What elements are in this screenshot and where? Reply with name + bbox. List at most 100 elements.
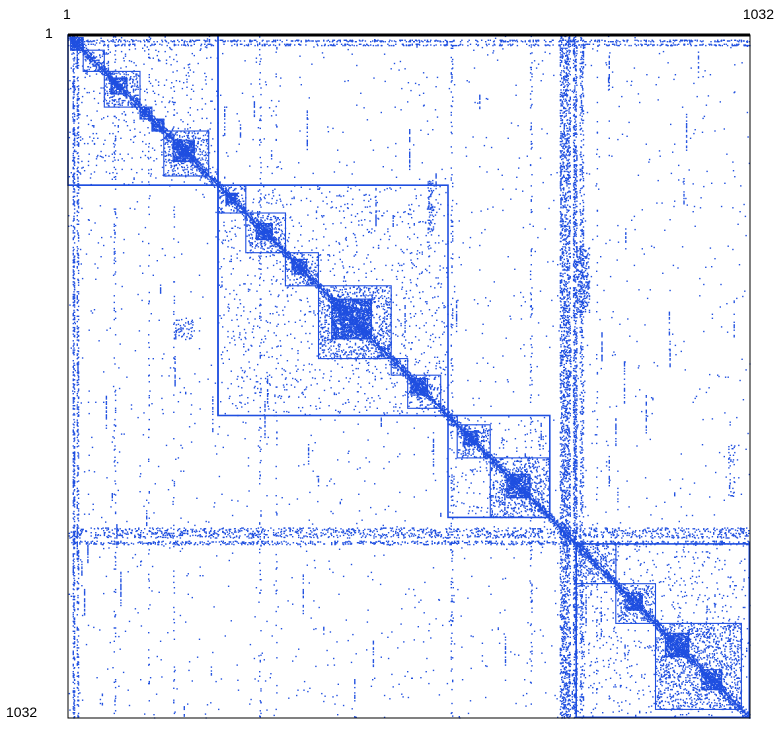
- nonzero-mark: [81, 138, 84, 140]
- nonzero-mark: [220, 189, 223, 191]
- nonzero-mark: [170, 137, 172, 139]
- nonzero-mark: [168, 101, 170, 104]
- nonzero-mark: [153, 149, 156, 151]
- nonzero-mark: [130, 60, 133, 63]
- nonzero-mark: [598, 569, 601, 571]
- nonzero-mark: [134, 128, 136, 130]
- nonzero-mark: [227, 310, 230, 312]
- nonzero-mark: [130, 138, 132, 141]
- nonzero-mark: [230, 383, 232, 385]
- nonzero-mark: [403, 211, 405, 214]
- nonzero-mark: [352, 198, 354, 200]
- nonzero-mark: [164, 150, 166, 153]
- nonzero-mark: [183, 181, 185, 183]
- nonzero-mark: [157, 84, 160, 86]
- nonzero-mark: [319, 187, 321, 189]
- nonzero-mark: [99, 92, 101, 94]
- nonzero-mark: [327, 334, 330, 337]
- nonzero-mark: [283, 256, 285, 258]
- nonzero-mark: [149, 119, 152, 122]
- nonzero-mark: [123, 183, 125, 185]
- nonzero-mark: [135, 102, 137, 104]
- nonzero-mark: [234, 204, 236, 206]
- nonzero-mark: [181, 174, 183, 176]
- nonzero-mark: [654, 616, 656, 619]
- nonzero-mark: [165, 59, 168, 61]
- nonzero-mark: [243, 306, 245, 308]
- nonzero-mark: [742, 715, 744, 717]
- nonzero-mark: [320, 292, 322, 294]
- nonzero-mark: [195, 144, 197, 147]
- nonzero-mark: [432, 333, 434, 335]
- nonzero-mark: [600, 565, 602, 568]
- nonzero-mark: [490, 453, 493, 456]
- nonzero-mark: [101, 118, 103, 120]
- nonzero-mark: [411, 203, 413, 206]
- nonzero-mark: [532, 497, 534, 499]
- nonzero-mark: [325, 321, 328, 323]
- nonzero-mark: [93, 65, 96, 67]
- nonzero-mark: [221, 285, 223, 288]
- nonzero-mark: [551, 513, 553, 515]
- nonzero-mark: [155, 79, 157, 81]
- nonzero-mark: [505, 468, 507, 470]
- nonzero-mark: [230, 186, 232, 188]
- nonzero-mark: [192, 120, 195, 122]
- nonzero-mark: [366, 339, 369, 341]
- nonzero-mark: [485, 457, 487, 460]
- nonzero-mark: [737, 710, 739, 712]
- nonzero-mark: [337, 363, 339, 365]
- nonzero-mark: [315, 287, 318, 289]
- nonzero-mark: [444, 401, 446, 403]
- nonzero-mark: [138, 110, 141, 112]
- nonzero-mark: [232, 330, 234, 333]
- nonzero-mark: [315, 211, 318, 214]
- nonzero-mark: [570, 534, 573, 537]
- nonzero-mark: [547, 510, 550, 513]
- nonzero-mark: [89, 58, 92, 60]
- nonzero-mark: [655, 620, 657, 623]
- nonzero-mark: [69, 80, 71, 82]
- nonzero-mark: [83, 52, 85, 55]
- nonzero-mark: [141, 181, 143, 183]
- nonzero-mark: [247, 348, 250, 351]
- nonzero-mark: [98, 48, 100, 51]
- nonzero-mark: [420, 272, 423, 274]
- nonzero-mark: [389, 401, 391, 403]
- nonzero-mark: [149, 120, 151, 122]
- nonzero-mark: [405, 290, 408, 292]
- nonzero-mark: [433, 402, 435, 404]
- nonzero-mark: [130, 168, 133, 171]
- nonzero-mark: [212, 179, 215, 182]
- nonzero-mark: [414, 188, 416, 190]
- nonzero-mark: [413, 224, 415, 226]
- nonzero-mark: [133, 70, 135, 72]
- nonzero-mark: [275, 239, 277, 241]
- nonzero-mark: [372, 341, 375, 343]
- nonzero-mark: [736, 706, 739, 708]
- nonzero-mark: [532, 502, 534, 505]
- nonzero-mark: [268, 202, 270, 204]
- nonzero-mark: [409, 313, 412, 315]
- nonzero-mark: [418, 386, 421, 388]
- nonzero-mark: [169, 141, 172, 143]
- nonzero-mark: [124, 55, 127, 57]
- nonzero-mark: [372, 294, 374, 296]
- nonzero-mark: [86, 71, 88, 73]
- nonzero-mark: [399, 412, 401, 415]
- nonzero-mark: [434, 411, 436, 413]
- nonzero-mark: [490, 457, 492, 460]
- nonzero-mark: [138, 103, 140, 105]
- nonzero-mark: [690, 663, 692, 665]
- nonzero-mark: [105, 171, 108, 173]
- nonzero-mark: [266, 321, 269, 323]
- nonzero-mark: [459, 422, 462, 424]
- nonzero-mark: [140, 156, 142, 159]
- nonzero-mark: [88, 91, 90, 94]
- nonzero-mark: [425, 234, 427, 237]
- nonzero-mark: [227, 306, 229, 308]
- nonzero-mark: [246, 214, 248, 216]
- nonzero-mark: [405, 367, 407, 370]
- nonzero-mark: [693, 665, 696, 668]
- nonzero-mark: [306, 275, 308, 278]
